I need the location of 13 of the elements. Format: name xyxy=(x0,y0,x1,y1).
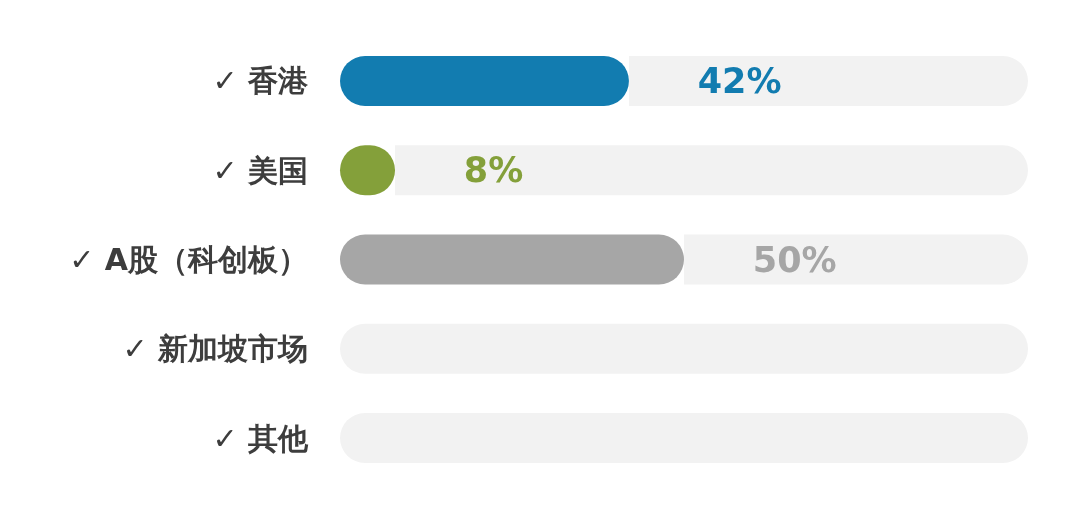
bar xyxy=(340,234,684,285)
data-label: 42% xyxy=(697,61,782,102)
bar xyxy=(628,56,1028,106)
data-label: 50% xyxy=(752,239,837,280)
y-tick-label: ✓ A股（科创板） xyxy=(69,242,308,277)
data-label: 8% xyxy=(463,150,524,191)
y-tick-label: ✓ 新加坡市场 xyxy=(122,331,308,367)
y-tick-label: ✓ 其他 xyxy=(212,420,309,456)
bar xyxy=(340,56,629,106)
bar xyxy=(684,234,1028,285)
y-tick-label: ✓ 美国 xyxy=(212,152,308,188)
y-tick-label: ✓ 香港 xyxy=(212,63,309,99)
bar xyxy=(395,145,1028,196)
